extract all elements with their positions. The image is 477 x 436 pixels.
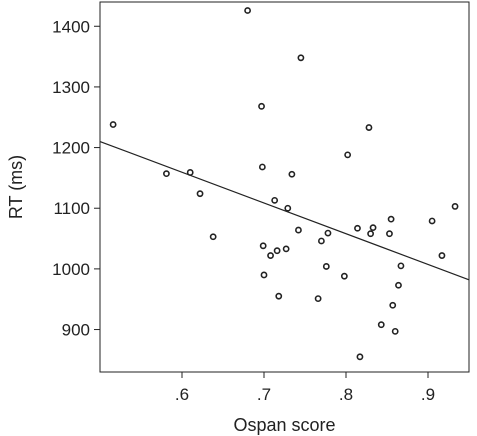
data-point [275, 292, 283, 300]
y-tick-label: 1200 [52, 139, 90, 158]
x-tick-label: .9 [421, 385, 435, 404]
x-tick-label: .8 [339, 385, 353, 404]
data-point [369, 224, 377, 232]
axes: 900 1000 1100 1200 1300 1400 .6 .7 .8 .9 [52, 17, 435, 404]
y-tick-label: 1300 [52, 78, 90, 97]
data-point [297, 54, 305, 62]
y-tick-label: 1400 [52, 17, 90, 36]
data-point [267, 252, 274, 259]
data-point [356, 353, 364, 361]
y-tick-label: 1000 [52, 260, 90, 279]
data-point [377, 321, 385, 329]
plot-area [99, 1, 470, 373]
data-points [109, 7, 459, 361]
data-point [317, 237, 325, 245]
y-tick-label: 900 [62, 321, 90, 340]
data-point [344, 151, 352, 159]
plot-frame [99, 1, 470, 373]
data-point [387, 215, 395, 223]
data-point [209, 233, 217, 241]
data-point [324, 229, 332, 237]
data-point [367, 230, 374, 238]
data-point [365, 124, 373, 131]
data-point [395, 281, 402, 289]
y-axis-label: RT (ms) [6, 155, 26, 219]
trend-line [99, 140, 470, 281]
data-point [196, 190, 204, 198]
data-point [273, 247, 281, 255]
data-point [428, 217, 436, 225]
x-tick-label: .6 [175, 385, 189, 404]
data-point [258, 102, 265, 110]
data-point [322, 263, 330, 270]
x-tick-label: .7 [257, 385, 271, 404]
data-point [288, 170, 296, 178]
data-point [258, 163, 266, 171]
x-axis-label: Ospan score [233, 415, 335, 435]
data-point [271, 196, 279, 204]
data-point [109, 121, 117, 128]
data-point [295, 226, 302, 234]
data-point [354, 224, 361, 232]
data-point [314, 295, 322, 303]
data-point [163, 170, 170, 178]
data-point [259, 242, 267, 250]
data-point [260, 271, 268, 279]
data-point [284, 204, 292, 212]
data-point [438, 252, 446, 259]
data-point [397, 262, 405, 270]
data-point [186, 169, 194, 176]
data-point [244, 7, 251, 14]
data-point [391, 327, 399, 335]
data-point [386, 230, 393, 238]
data-point [389, 301, 397, 309]
trend-line-group [99, 140, 470, 281]
data-point [340, 272, 348, 280]
data-point [282, 245, 290, 253]
data-point [451, 203, 459, 210]
y-tick-label: 1100 [53, 199, 90, 218]
